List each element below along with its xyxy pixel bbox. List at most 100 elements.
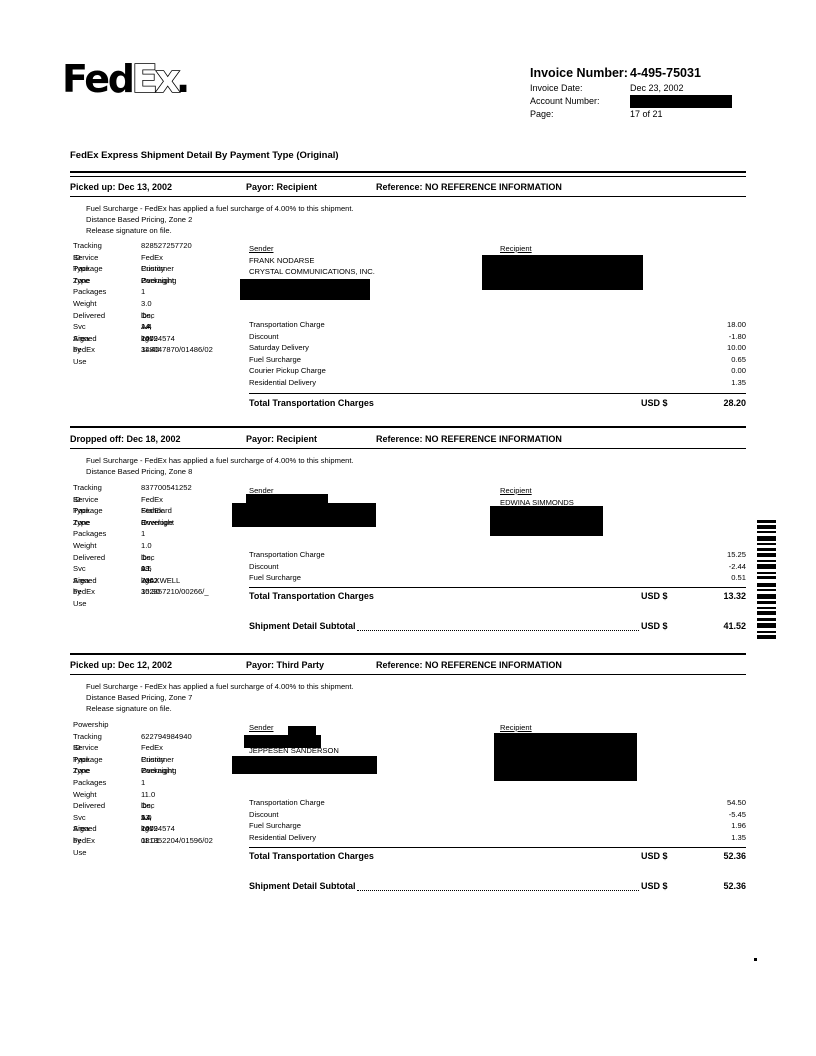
charge-row: Saturday Delivery 10.00	[249, 342, 746, 354]
detail-value: 14794574	[141, 824, 175, 834]
section-rule-thin	[70, 176, 746, 177]
shipment-header-1: Picked up: Dec 13, 2002 Payor: Recipient…	[70, 182, 746, 194]
detail-value: AA	[141, 812, 152, 822]
shipment-notes-3: Fuel Surcharge - FedEx has applied a fue…	[86, 681, 354, 714]
shipment-payor-2: Payor: Recipient	[246, 434, 318, 444]
logo-fed-text: Fed	[62, 57, 135, 101]
charge-name: Fuel Surcharge	[249, 573, 301, 583]
charges-list-1: Transportation Charge 18.00 Discount -1.80…	[249, 319, 746, 389]
charge-amount: 10.00	[726, 343, 746, 353]
shipment-reference-2: Reference: NO REFERENCE INFORMATION	[376, 434, 562, 444]
sender-redaction-bar-1	[240, 279, 370, 300]
charge-amount: 54.50	[726, 798, 746, 807]
note-line: Release signature on file.	[86, 226, 172, 235]
detail-label: Weight	[73, 298, 97, 308]
charge-amount: 0.65	[731, 354, 746, 364]
charge-name: Transportation Charge	[249, 320, 325, 329]
detail-label: Delivered	[73, 310, 106, 320]
charge-name: Discount	[249, 809, 279, 819]
detail-value: 348047870/01486/02	[141, 345, 213, 355]
detail-label: Packages	[73, 777, 107, 787]
barcode	[757, 520, 776, 642]
detail-label: Package Type	[73, 754, 103, 776]
detail-value: FedEx Priority Overnight	[141, 743, 174, 776]
recipient-label: Recipient	[500, 723, 532, 732]
detail-label: FedEx Use	[73, 587, 95, 608]
sender-block-1: Sender FRANK NODARSE CRYSTAL COMMUNICATI…	[249, 243, 375, 278]
sender-block-2: Sender	[249, 485, 274, 497]
detail-value: 837700541252	[141, 483, 192, 492]
shipment-notes-1: Fuel Surcharge - FedEx has applied a fue…	[86, 203, 354, 236]
recipient-block-3: Recipient	[500, 722, 532, 734]
page-row: Page: 17 of 21	[530, 109, 780, 122]
charge-row: Fuel Surcharge 0.65	[249, 354, 746, 366]
shipment-header-3: Picked up: Dec 12, 2002 Payor: Third Par…	[70, 660, 746, 672]
charge-amount: -1.80	[728, 331, 746, 341]
detail-label: Tracking ID	[73, 731, 102, 753]
invoice-date-value: Dec 23, 2002	[630, 83, 684, 93]
charges-list-3: Transportation Charge 54.50 Discount -5.45…	[249, 797, 746, 843]
shipment-reference-3: Reference: NO REFERENCE INFORMATION	[376, 660, 562, 670]
detail-label: Package Type	[73, 264, 103, 285]
charge-name: Courier Pickup Charge	[249, 366, 326, 376]
sender-redaction-bar-3c	[232, 756, 377, 774]
detail-value: .MAXWELL	[141, 575, 181, 585]
charge-row: Discount -2.44	[249, 561, 746, 573]
detail-label: Zone	[73, 766, 91, 776]
subtotal-row-3: Shipment Detail Subtotal USD $ 52.36	[249, 881, 746, 894]
sender-block-3: Sender JEPPESEN SANDERSON	[249, 722, 339, 757]
detail-value: A1	[141, 564, 151, 574]
invoice-number-row: Invoice Number: 4-495-75031	[530, 66, 780, 83]
detail-value: 3.0 lbs, 1.4 kgs	[141, 298, 153, 343]
charges-total-rule-2	[249, 587, 746, 588]
logo-ex-text: Ex	[131, 57, 181, 101]
total-charges-row-1: Total Transportation Charges USD $ 28.20	[249, 398, 746, 411]
charge-name: Discount	[249, 331, 279, 341]
charge-name: Residential Delivery	[249, 377, 317, 387]
charge-name: Saturday Delivery	[249, 343, 309, 353]
invoice-date-row: Invoice Date: Dec 23, 2002	[530, 83, 780, 96]
sender-redaction-bar-2a	[246, 494, 328, 504]
subtotal-row-2: Shipment Detail Subtotal USD $ 41.52	[249, 621, 746, 634]
total-currency: USD $	[641, 851, 668, 861]
charge-name: Transportation Charge	[249, 550, 325, 559]
shipment-divider-1	[70, 426, 746, 428]
note-line: Release signature on file.	[86, 704, 172, 713]
shipment-header-rule-1	[70, 196, 746, 197]
account-number-label: Account Number:	[530, 96, 600, 106]
total-charges-row-3: Total Transportation Charges USD $ 52.36	[249, 851, 746, 864]
detail-value: AA	[141, 322, 152, 332]
recipient-line: EDWINA SIMMONDS	[500, 497, 574, 507]
detail-label: Zone	[73, 275, 91, 285]
detail-label: Tracking ID	[73, 241, 102, 262]
shipment-header-rule-2	[70, 448, 746, 449]
note-line: Fuel Surcharge - FedEx has applied a fue…	[86, 204, 354, 213]
shipment-payor-1: Payor: Recipient	[246, 182, 318, 192]
shipment-header-rule-3	[70, 674, 746, 675]
section-title: FedEx Express Shipment Detail By Payment…	[70, 150, 339, 161]
total-label: Total Transportation Charges	[249, 398, 374, 408]
shipment-notes-2: Fuel Surcharge - FedEx has applied a fue…	[86, 455, 354, 477]
total-label: Total Transportation Charges	[249, 591, 374, 601]
invoice-meta-block: Invoice Number: 4-495-75031 Invoice Date…	[530, 66, 780, 122]
detail-value: 7	[141, 766, 146, 776]
charge-row: Courier Pickup Charge 0.00	[249, 365, 746, 377]
account-number-redaction-bar	[630, 95, 732, 108]
detail-label: Weight	[73, 789, 97, 799]
detail-value: Dec 19, 2002 10:30	[141, 552, 161, 597]
detail-label: Signed by	[73, 333, 97, 355]
recipient-label: Recipient	[500, 486, 532, 495]
detail-label: Svc Area	[73, 564, 90, 585]
sender-line: FRANK NODARSE	[249, 255, 315, 265]
subtotal-amount: 52.36	[723, 881, 746, 891]
charge-row: Fuel Surcharge 0.51	[249, 572, 746, 584]
detail-value: 1	[141, 777, 146, 787]
logo-dot: .	[175, 57, 190, 101]
page-speck	[754, 958, 757, 961]
charge-row: Discount -1.80	[249, 331, 746, 343]
charge-row: Fuel Surcharge 1.96	[249, 820, 746, 832]
account-number-row: Account Number:	[530, 95, 780, 109]
charge-amount: 18.00	[726, 320, 746, 329]
charges-total-rule-3	[249, 847, 746, 848]
detail-label: Package Type	[73, 506, 103, 527]
